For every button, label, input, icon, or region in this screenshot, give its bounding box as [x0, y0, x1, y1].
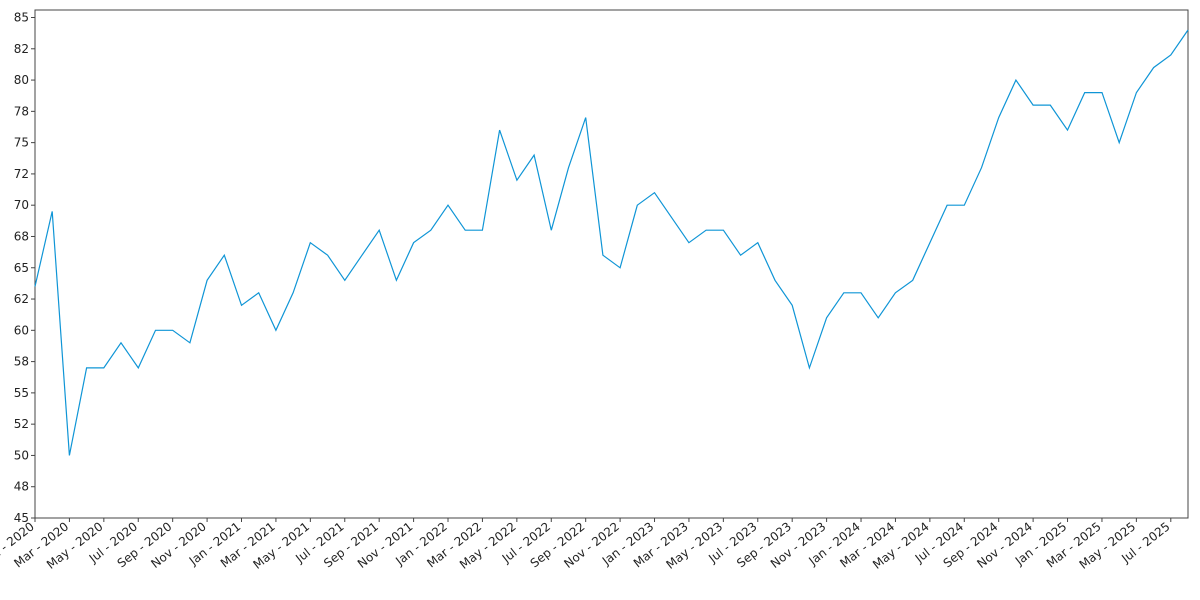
- y-tick-label: 68: [14, 229, 29, 243]
- y-tick-label: 45: [14, 511, 29, 525]
- y-tick-label: 52: [14, 417, 29, 431]
- y-tick-label: 48: [14, 480, 29, 494]
- y-tick-label: 82: [14, 42, 29, 56]
- y-tick-label: 75: [14, 136, 29, 150]
- y-tick-label: 62: [14, 292, 29, 306]
- y-tick-label: 85: [14, 11, 29, 25]
- y-tick-label: 65: [14, 261, 29, 275]
- y-tick-label: 58: [14, 355, 29, 369]
- data-line: [34, 29, 1189, 456]
- y-tick-label: 55: [14, 386, 29, 400]
- plot-frame: [34, 9, 1189, 519]
- y-tick-label: 80: [14, 73, 29, 87]
- y-tick-label: 72: [14, 167, 29, 181]
- y-tick-label: 60: [14, 323, 29, 337]
- y-tick-label: 78: [14, 104, 29, 118]
- y-tick-label: 70: [14, 198, 29, 212]
- y-tick-label: 50: [14, 448, 29, 462]
